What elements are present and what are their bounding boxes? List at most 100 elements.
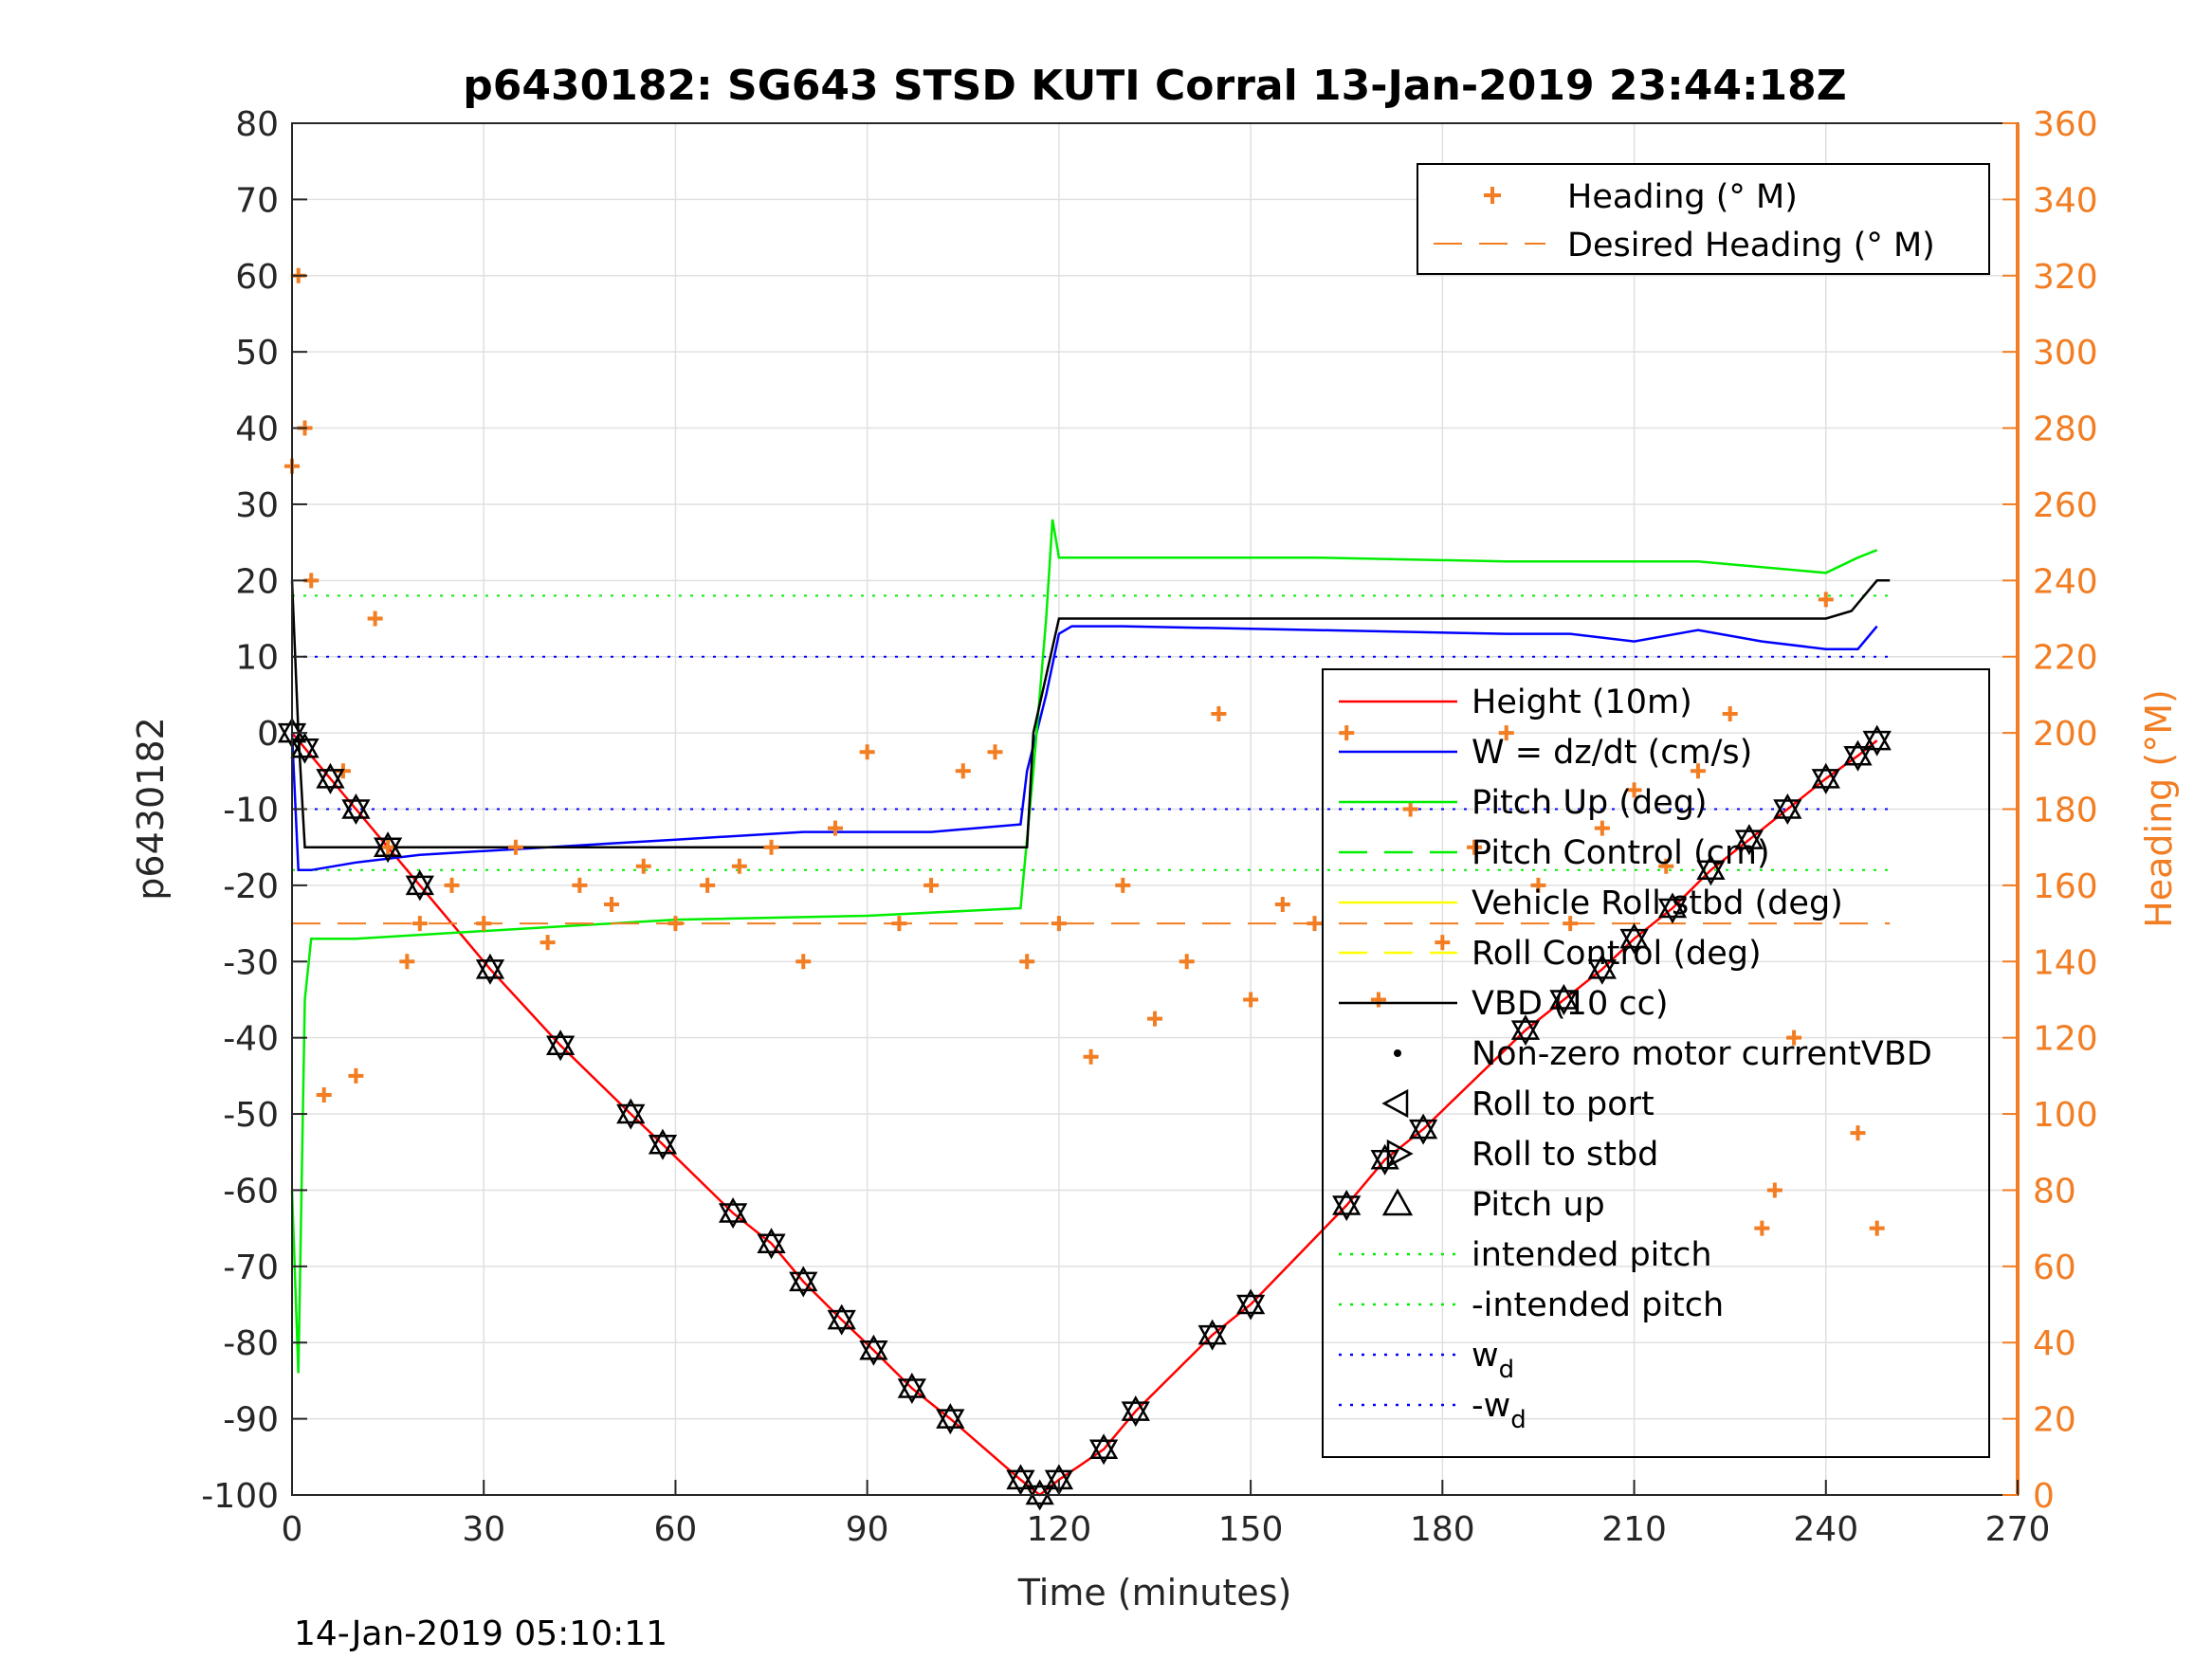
y-tick-label: 30	[235, 486, 279, 525]
legend-main-entry: Non-zero motor currentVBD	[1472, 1035, 1932, 1073]
x-tick-label: 210	[1601, 1510, 1667, 1549]
pitch-up-marker	[648, 1128, 678, 1155]
series-layer	[284, 267, 1891, 1497]
y-tick-label: -50	[223, 1096, 279, 1135]
pitch-up-marker	[341, 793, 371, 819]
y-tick-label: -90	[223, 1401, 279, 1440]
y-right-tick-label: 40	[2033, 1324, 2076, 1363]
heading-point	[1498, 725, 1514, 741]
y-right-tick-label: 20	[2033, 1401, 2076, 1440]
roll-marker	[616, 1103, 646, 1130]
roll-marker	[1587, 959, 1617, 985]
heading-point	[859, 744, 875, 760]
pitch-up-marker	[718, 1197, 748, 1223]
y-right-tick-label: 240	[2033, 562, 2098, 601]
heading-point	[763, 839, 779, 855]
pitch-up-marker	[1370, 1143, 1399, 1170]
y-right-tick-label: 140	[2033, 943, 2098, 982]
roll-marker	[757, 1233, 786, 1260]
y-tick-label: 10	[235, 639, 279, 678]
heading-point	[923, 877, 940, 893]
legend-main-entry: Pitch up	[1472, 1186, 1605, 1224]
legend-main-entry: W = dz/dt (cm/s)	[1472, 734, 1752, 772]
legend-entry-label: Vehicle Roll stbd (deg)	[1472, 884, 1843, 922]
footer-timestamp: 14-Jan-2019 05:10:11	[294, 1614, 667, 1653]
pitch-up-marker	[373, 831, 403, 857]
roll-marker	[1843, 745, 1873, 772]
heading-point	[1850, 1125, 1866, 1141]
y-right-tick-label: 260	[2033, 486, 2098, 525]
pitch-up-marker	[1025, 1479, 1054, 1505]
heading-point	[1658, 858, 1674, 874]
heading-point	[411, 916, 428, 932]
y-tick-label: -40	[223, 1020, 279, 1059]
legend-entry-label: Non-zero motor currentVBD	[1472, 1035, 1932, 1073]
x-axis-label: Time (minutes)	[1017, 1572, 1292, 1613]
y-tick-label: -100	[201, 1477, 279, 1516]
series-vbd-10-cc	[290, 579, 1891, 848]
y-tick-label: -70	[223, 1249, 279, 1287]
roll-marker	[373, 837, 403, 864]
pitch-up-marker	[616, 1098, 646, 1124]
roll-marker	[1121, 1401, 1150, 1428]
y-axis-right-label: Heading (°M)	[2138, 689, 2180, 928]
heading-point	[1147, 1011, 1162, 1027]
legend-entry-label: -w	[1472, 1387, 1510, 1425]
legend-entry-label: Height (10m)	[1472, 684, 1692, 721]
pitch-up-marker	[789, 1266, 818, 1292]
pitch-up-marker	[475, 953, 505, 979]
legend-entry-label: -intended pitch	[1472, 1286, 1724, 1324]
legend-main-entry: Vehicle Roll stbd (deg)	[1472, 884, 1843, 922]
x-tick-label: 150	[1218, 1510, 1284, 1549]
roll-marker	[1657, 898, 1688, 924]
legend-main-entry: Roll to stbd	[1472, 1136, 1658, 1174]
pitch-up-marker	[1843, 739, 1873, 766]
roll-marker	[936, 1409, 965, 1435]
y-right-tick-label: 300	[2033, 334, 2098, 373]
y-tick-label: 0	[257, 715, 279, 754]
roll-marker	[316, 769, 345, 794]
pitch-up-marker	[1773, 793, 1802, 819]
roll-marker	[1734, 830, 1764, 856]
pitch-up-marker	[1121, 1395, 1150, 1421]
pitch-up-marker	[1862, 724, 1892, 751]
y-tick-label: -10	[223, 792, 279, 830]
pitch-up-marker	[1006, 1464, 1035, 1490]
legend-main: Height (10m) W = dz/dt (cm/s) Pitch Up (de…	[1322, 668, 1990, 1458]
heading-point	[1339, 725, 1355, 741]
heading-point	[731, 858, 747, 874]
y-tick-label: -20	[223, 867, 279, 906]
y-right-tick-label: 360	[2033, 105, 2098, 144]
y-tick-label: 80	[235, 105, 279, 144]
legend-main-entry: intended pitch	[1472, 1236, 1712, 1274]
legend-main-box	[1322, 668, 1990, 1458]
pitch-up-marker	[859, 1334, 888, 1360]
pitch-up-marker	[1332, 1189, 1362, 1215]
heading-point	[1766, 1182, 1782, 1198]
pitch-up-marker	[1696, 854, 1726, 881]
x-axis: 0 30 60 90 120 150 180 210 240 270	[282, 1480, 2051, 1549]
heading-point	[1690, 763, 1706, 779]
y-tick-label: -60	[223, 1172, 279, 1211]
series-w-dz-dt-cm-s	[290, 625, 1878, 872]
heading-point	[1051, 916, 1067, 932]
heading-point	[1083, 1048, 1099, 1065]
roll-marker	[1370, 1150, 1399, 1176]
legend-entry-label: Roll to port	[1472, 1085, 1654, 1123]
y-tick-label: 70	[235, 181, 279, 220]
legend-entry-label: VBD (10 cc)	[1472, 985, 1669, 1023]
heading-point	[1786, 1030, 1802, 1046]
roll-marker	[1044, 1469, 1074, 1496]
x-tick-label: 270	[1985, 1510, 2051, 1549]
heading-point	[604, 896, 620, 912]
heading-point	[1115, 877, 1131, 893]
x-tick-label: 0	[282, 1510, 303, 1549]
heading-point	[348, 1067, 364, 1084]
y-right-tick-label: 180	[2033, 792, 2098, 830]
roll-marker	[1006, 1469, 1035, 1496]
legend-main-entry: wd	[1472, 1337, 1514, 1384]
heading-point	[700, 877, 716, 893]
roll-marker	[1235, 1294, 1266, 1321]
heading-point	[1019, 954, 1035, 970]
heading-point	[1467, 839, 1483, 855]
